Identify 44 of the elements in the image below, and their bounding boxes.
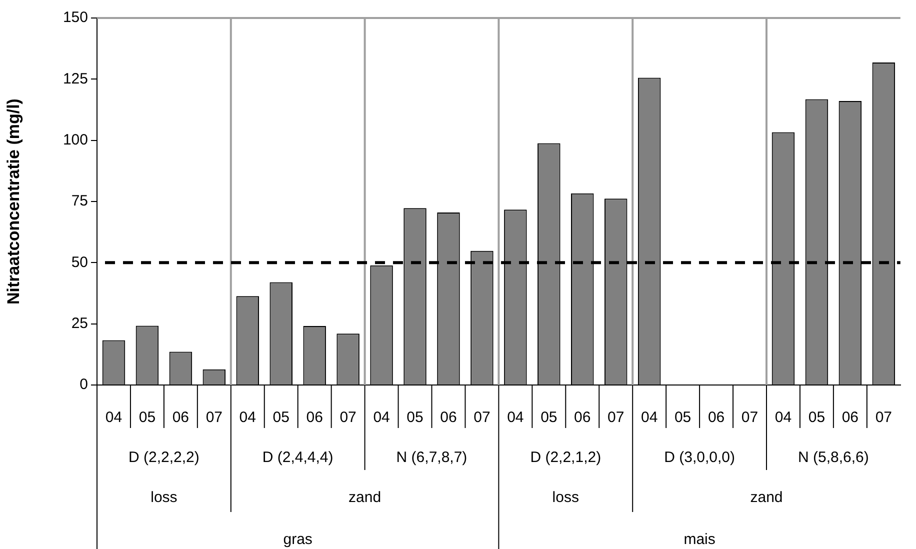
x-tick-label: 06 (440, 409, 457, 426)
y-tick-label: 125 (62, 70, 88, 88)
text: gras (283, 531, 312, 548)
x-tick-label: 04 (774, 409, 792, 426)
x-tick-label: 04 (105, 409, 122, 426)
y-tick-label: 75 (71, 192, 88, 210)
x-tick-label: 05 (272, 409, 290, 426)
text: N (6,7,8,7) (396, 449, 468, 466)
text: D (3,0,0,0) (664, 449, 735, 466)
x-tick-label: 05 (674, 409, 692, 426)
x-tick-label: 05 (138, 409, 156, 426)
y-tick-label: 50 (71, 254, 88, 271)
text: D (2,4,4,4) (262, 449, 334, 466)
x-tick-label: 07 (340, 409, 356, 426)
x-tick-label: 07 (875, 409, 892, 426)
x-tick-label: 07 (608, 409, 624, 426)
text: N (5,8,6,6) (798, 449, 869, 466)
x-tick-label: 04 (507, 409, 524, 426)
text: D (2,2,1,2) (530, 449, 602, 466)
x-tick-label: 05 (808, 409, 826, 426)
x-tick-label: 07 (474, 409, 490, 426)
text: D (2,2,2,2) (128, 449, 200, 466)
x-tick-label: 06 (708, 409, 725, 426)
x-tick-label: 07 (206, 409, 223, 426)
x-tick-label: 04 (640, 409, 658, 426)
x-tick-label: 06 (574, 409, 591, 426)
text: mais (684, 531, 716, 548)
y-tick-label: 150 (62, 9, 88, 26)
text: zand (348, 489, 382, 506)
x-tick-label: 05 (540, 409, 558, 426)
x-tick-label: 06 (306, 409, 323, 426)
y-tick-label: 0 (80, 376, 88, 394)
y-tick-label: 25 (71, 314, 88, 332)
x-tick-label: 05 (406, 409, 424, 426)
text: loss (552, 489, 579, 506)
x-tick-label: 04 (239, 409, 256, 426)
text: loss (150, 489, 178, 506)
x-tick-label: 06 (842, 409, 859, 426)
y-tick-label: 100 (62, 131, 88, 148)
y-axis-title: Nitraatconcentratie (mg/l) (4, 98, 23, 304)
text: zand (750, 489, 783, 506)
x-tick-label: 06 (172, 409, 190, 426)
x-tick-label: 07 (741, 409, 758, 426)
x-tick-label: 04 (373, 409, 390, 426)
